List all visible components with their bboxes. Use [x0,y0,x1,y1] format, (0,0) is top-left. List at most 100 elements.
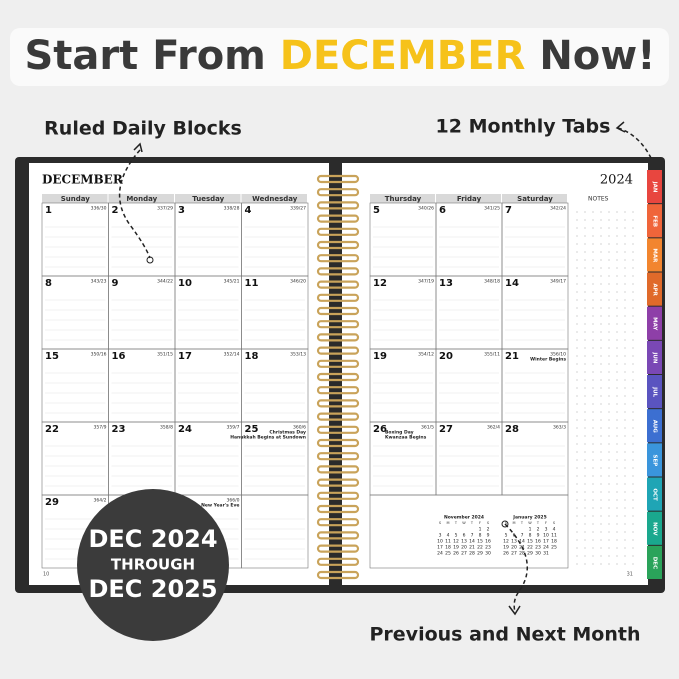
note-dot [584,379,586,381]
mini-day: 12 [503,539,509,545]
month-tab[interactable] [647,170,662,204]
note-dot [616,363,618,365]
day-count: 356/10 [550,352,566,358]
note-dot [616,267,618,269]
day-number: 10 [178,278,192,289]
note-dot [608,427,610,429]
note-dot [600,315,602,317]
note-dot [576,395,578,397]
note-dot [632,555,634,557]
day-cell [369,494,569,569]
month-tab[interactable] [647,204,662,238]
note-dot [576,251,578,253]
note-dot [600,523,602,525]
weekday: Thursday [385,195,422,203]
note-dot [592,515,594,517]
note-dot [608,443,610,445]
spiral-loop [316,254,360,263]
note-dot [632,347,634,349]
note-dot [576,275,578,277]
day-count: 358/8 [160,425,173,431]
note-dot [584,555,586,557]
month-tab[interactable] [647,272,662,306]
note-dot [584,299,586,301]
day-count: 346/20 [290,279,306,285]
mini-day: 17 [437,545,443,551]
note-dot [584,235,586,237]
note-dot [592,523,594,525]
mini-title: January 2025 [512,515,546,521]
note-dot [632,411,634,413]
note-dot [584,259,586,261]
day-number: 6 [439,205,446,216]
mini-weekday: S [505,521,508,525]
mini-day: 8 [479,533,482,539]
mini-day: 27 [461,551,467,557]
note-dot [608,403,610,405]
note-dot [608,483,610,485]
weekday: Tuesday [192,195,224,203]
note-dot [632,507,634,509]
note-dot [624,307,626,309]
note-dot [576,531,578,533]
note-dot [576,331,578,333]
month-tab[interactable] [647,375,662,409]
note-dot [592,427,594,429]
note-dot [616,235,618,237]
mini-day: 12 [453,539,459,545]
month-tab[interactable] [647,306,662,340]
note-dot [608,499,610,501]
note-dot [632,563,634,565]
month-tab[interactable] [647,340,662,374]
note-dot [608,315,610,317]
arrow-dot [146,256,154,264]
note-dot [592,403,594,405]
note-dot [616,219,618,221]
day-count: 336/30 [91,206,107,212]
note-dot [600,243,602,245]
note-dot [624,235,626,237]
note-dot [600,251,602,253]
month-tab[interactable] [647,545,662,579]
note-dot [608,259,610,261]
note-dot [576,467,578,469]
tab-label: JUL [652,386,658,398]
month-tab[interactable] [647,443,662,477]
note-dot [592,259,594,261]
mini-day: 23 [485,545,491,551]
note-dot [600,387,602,389]
note-dot [576,211,578,213]
note-dot [600,555,602,557]
day-number: 8 [45,278,52,289]
note-dot [592,563,594,565]
note-dot [616,331,618,333]
holiday: Hanukkah Begins at Sundown [230,435,306,441]
note-dot [600,339,602,341]
note-dot [584,499,586,501]
note-dot [584,275,586,277]
note-dot [616,291,618,293]
note-dot [632,323,634,325]
mini-day: 28 [469,551,475,557]
mini-day: 10 [543,533,549,539]
mini-day: 15 [477,539,483,545]
mini-day: 24 [437,551,443,557]
note-dot [600,323,602,325]
spiral-loop [316,293,360,302]
note-dot [592,451,594,453]
note-dot [584,427,586,429]
note-dot [616,451,618,453]
notes-title: NOTES [588,196,609,203]
note-dot [616,251,618,253]
month-tab[interactable] [647,238,662,272]
note-dot [632,219,634,221]
note-dot [608,299,610,301]
note-dot [608,515,610,517]
month-tab[interactable] [647,477,662,511]
note-dot [592,387,594,389]
month-tab[interactable] [647,409,662,443]
month-tab[interactable] [647,511,662,545]
mini-day: 26 [503,551,509,557]
